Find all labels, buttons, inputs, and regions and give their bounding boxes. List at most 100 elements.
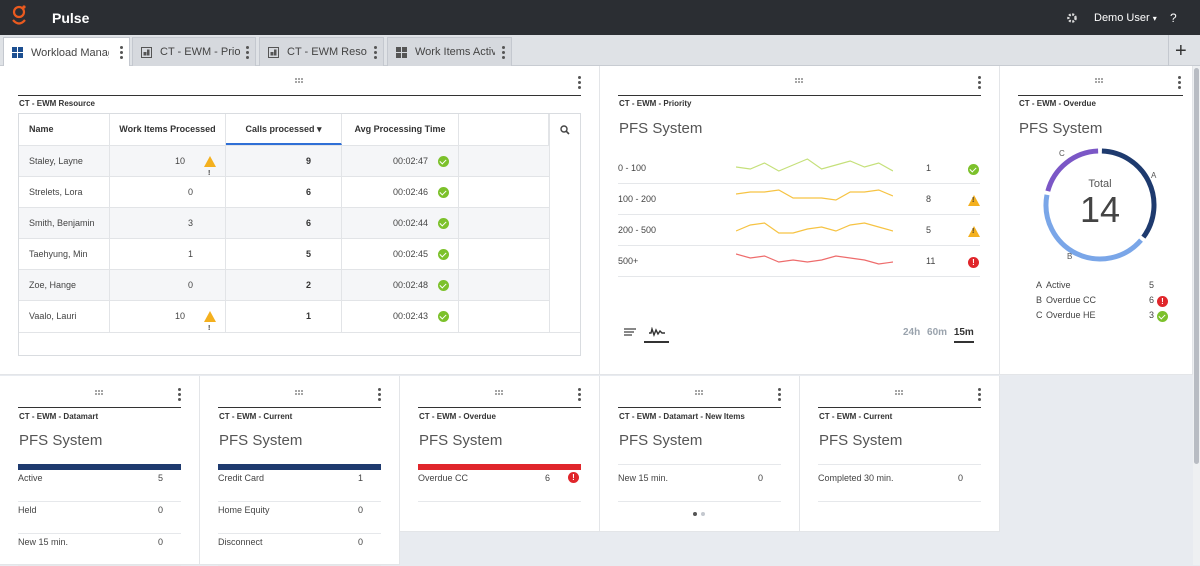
search-icon[interactable] — [560, 125, 570, 135]
priority-row[interactable]: 0 - 100 1 — [618, 153, 980, 184]
page-scrollbar[interactable] — [1193, 66, 1200, 565]
list-item[interactable]: Held 0 — [18, 502, 181, 534]
widget-title: CT - EWM - Datamart - New Items — [619, 412, 745, 421]
widget-menu-icon[interactable] — [978, 388, 981, 401]
tab-workload-manager[interactable]: Workload Manage — [3, 37, 130, 67]
row-label: Credit Card — [218, 473, 265, 483]
donut-segment-a[interactable] — [1101, 148, 1157, 239]
list-item[interactable]: New 15 min. 0 — [618, 470, 781, 502]
row-label: Completed 30 min. — [818, 473, 894, 483]
top-bar: Pulse Demo User ▾ ? — [0, 0, 1200, 35]
list-item[interactable]: Credit Card 1 — [218, 470, 381, 502]
list-view-icon[interactable] — [623, 327, 637, 337]
legend-item: A Active 5 — [1036, 280, 1176, 294]
drag-handle-icon[interactable] — [295, 78, 305, 84]
time-range-60m[interactable]: 60m — [927, 327, 948, 338]
pager-dot[interactable] — [701, 512, 705, 516]
tab-menu-icon[interactable] — [120, 46, 123, 59]
table-row[interactable]: Taehyung, Min 1 5 00:02:45 — [19, 238, 549, 270]
priority-row[interactable]: 200 - 500 5 — [618, 215, 980, 246]
legend-key: B — [1036, 295, 1043, 305]
list-item[interactable]: Active 5 — [18, 470, 181, 502]
drag-handle-icon[interactable] — [295, 390, 305, 396]
cell-avg-time: 00:02:47 — [342, 146, 459, 177]
widget-title: CT - EWM - Overdue — [419, 412, 496, 421]
cell-work-items: 1 — [110, 239, 226, 270]
cell-name: Staley, Layne — [19, 146, 110, 177]
divider — [218, 407, 381, 408]
column-header-calls-processed[interactable]: Calls processed ▾ — [226, 114, 342, 145]
tab-work-items-activity[interactable]: Work Items Activit — [387, 37, 512, 66]
widget-menu-icon[interactable] — [578, 388, 581, 401]
avg-time-value: 00:02:44 — [392, 218, 428, 228]
drag-handle-icon[interactable] — [495, 390, 505, 396]
column-header-name[interactable]: Name — [19, 114, 110, 145]
tab-ewm-priority[interactable]: CT - EWM - Priority — [132, 37, 256, 66]
table-row[interactable]: Smith, Benjamin 3 6 00:02:44 — [19, 207, 549, 239]
tab-label: CT - EWM Resourc — [287, 46, 367, 58]
legend-value: 5 — [1149, 280, 1155, 290]
help-button[interactable]: ? — [1170, 11, 1177, 25]
row-label: Home Equity — [218, 505, 270, 515]
widget-menu-icon[interactable] — [178, 388, 181, 401]
donut-chart — [1043, 148, 1157, 262]
priority-row[interactable]: 100 - 200 8 — [618, 184, 980, 215]
column-header-avg-processing-time[interactable]: Avg Processing Time — [342, 114, 459, 145]
drag-handle-icon[interactable] — [795, 78, 805, 84]
widget-menu-icon[interactable] — [378, 388, 381, 401]
work-items-value: 10 — [174, 156, 185, 166]
user-menu[interactable]: Demo User ▾ — [1094, 12, 1157, 24]
drag-handle-icon[interactable] — [95, 390, 105, 396]
gear-icon[interactable] — [1066, 12, 1078, 24]
warning-icon — [968, 195, 980, 207]
legend-key: A — [1036, 280, 1043, 290]
tab-menu-icon[interactable] — [374, 46, 377, 59]
ok-icon — [438, 249, 449, 261]
column-header-work-items[interactable]: Work Items Processed — [110, 114, 226, 145]
widget-menu-icon[interactable] — [778, 388, 781, 401]
cell-name: Strelets, Lora — [19, 177, 110, 208]
status-bar — [418, 464, 581, 470]
list-item[interactable]: Overdue CC 6! — [418, 470, 581, 502]
add-tab-button[interactable]: + — [1175, 40, 1187, 62]
table-row[interactable]: Zoe, Hange 0 2 00:02:48 — [19, 269, 549, 301]
widget-menu-icon[interactable] — [978, 76, 981, 89]
widget-menu-icon[interactable] — [578, 76, 581, 89]
status-bar — [18, 464, 181, 470]
table-row[interactable]: Staley, Layne 10 9 00:02:47 — [19, 145, 549, 189]
error-icon: ! — [968, 257, 979, 269]
widget-menu-icon[interactable] — [1178, 76, 1181, 89]
widget-bottom: CT - EWM - Datamart - New Items PFS Syste… — [600, 376, 800, 532]
tab-menu-icon[interactable] — [246, 46, 249, 59]
table-row[interactable]: Strelets, Lora 0 6 00:02:46 — [19, 176, 549, 208]
sparkline-view-icon[interactable] — [648, 327, 666, 337]
widget-title: CT - EWM Resource — [19, 99, 96, 108]
table-row[interactable]: Vaalo, Lauri 10 1 00:02:43 — [19, 300, 549, 344]
divider — [19, 332, 580, 333]
donut-segment-b[interactable] — [1043, 194, 1143, 262]
donut-segment-label-b: B — [1067, 252, 1073, 261]
priority-row[interactable]: 500+ 11! — [618, 246, 980, 277]
tab-menu-icon[interactable] — [502, 46, 505, 59]
list-item[interactable]: Home Equity 0 — [218, 502, 381, 534]
time-range-15m[interactable]: 15m — [953, 327, 974, 343]
ok-icon — [438, 311, 449, 323]
divider — [18, 95, 581, 96]
ok-icon — [968, 164, 979, 176]
scrollbar-thumb[interactable] — [1194, 68, 1199, 464]
sparkline — [736, 189, 893, 201]
time-range-24h[interactable]: 24h — [903, 327, 921, 338]
donut-segment-c[interactable] — [1045, 148, 1099, 192]
list-item[interactable]: Disconnect 0 — [218, 534, 381, 566]
list-item[interactable]: Completed 30 min. 0 — [818, 470, 981, 502]
genesys-logo-icon[interactable] — [10, 5, 28, 29]
drag-handle-icon[interactable] — [695, 390, 705, 396]
drag-handle-icon[interactable] — [1095, 78, 1105, 84]
pager-dot-active[interactable] — [693, 512, 697, 516]
view-selected-indicator — [644, 341, 669, 343]
drag-handle-icon[interactable] — [895, 390, 905, 396]
list-item[interactable]: New 15 min. 0 — [18, 534, 181, 566]
row-value: 0 — [358, 505, 364, 515]
cell-avg-time: 00:02:46 — [342, 177, 459, 208]
tab-ewm-resource[interactable]: CT - EWM Resourc — [259, 37, 384, 66]
